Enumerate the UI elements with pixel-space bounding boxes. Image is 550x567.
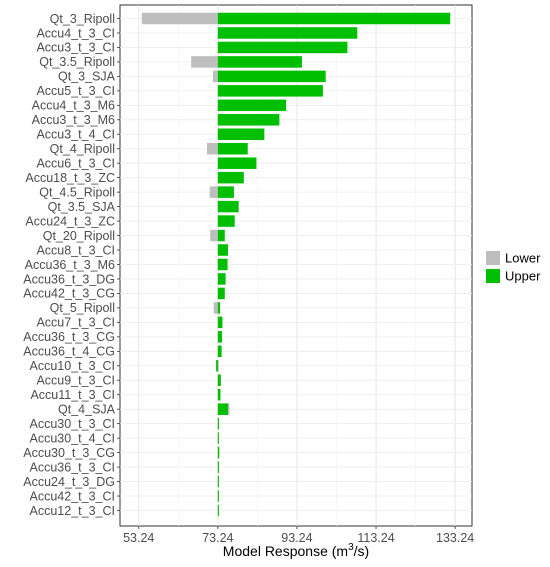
- bar-layer: [141, 12, 451, 517]
- y-tick-label: Accu30_t_3_CI: [30, 417, 115, 431]
- bar-upper: [217, 388, 221, 401]
- bar-upper: [217, 345, 222, 358]
- bar-lower: [213, 302, 218, 314]
- y-tick-label: Qt_3_SJA: [58, 70, 116, 84]
- y-tick-label: Qt_3.5_Ripoll: [39, 55, 115, 69]
- x-axis-title-end: /s): [354, 543, 370, 559]
- bar-upper: [217, 258, 228, 271]
- bar-upper: [217, 41, 348, 54]
- y-tick-labels: Qt_3_RipollAccu4_t_3_CIAccu3_t_3_CIQt_3.…: [23, 12, 120, 518]
- y-tick-label: Accu10_t_3_CI: [30, 359, 115, 373]
- bar-upper: [217, 461, 219, 473]
- bar-upper: [217, 244, 228, 256]
- legend-key-lower: [486, 251, 500, 265]
- y-tick-label: Accu36_t_3_CI: [30, 460, 115, 474]
- bar-lower: [191, 56, 218, 68]
- bar-upper: [217, 114, 280, 126]
- bar-upper: [217, 331, 223, 343]
- x-tick-label: 133.24: [436, 531, 474, 545]
- x-tick-label: 73.24: [202, 531, 233, 545]
- bar-upper: [217, 475, 219, 488]
- bar-upper: [217, 12, 451, 25]
- y-tick-label: Accu30_t_4_CI: [30, 431, 115, 445]
- y-tick-label: Accu5_t_3_CI: [36, 84, 115, 98]
- bar-upper: [217, 273, 226, 285]
- x-tick-label: 93.24: [281, 531, 312, 545]
- bar-upper: [217, 70, 326, 83]
- y-tick-label: Accu4_t_3_CI: [36, 26, 115, 40]
- y-tick-label: Accu3_t_3_CI: [36, 41, 115, 55]
- y-tick-label: Accu36_t_4_CG: [23, 345, 115, 359]
- bar-lower: [207, 142, 218, 155]
- x-axis-title: Model Response (m3/s): [223, 542, 369, 559]
- y-tick-label: Accu6_t_3_CI: [36, 157, 115, 171]
- y-tick-label: Qt_4_SJA: [58, 402, 116, 416]
- y-tick-label: Accu7_t_3_CI: [36, 316, 115, 330]
- y-tick-label: Accu24_t_3_DG: [23, 475, 115, 489]
- y-tick-label: Accu11_t_3_CI: [30, 388, 115, 402]
- bar-upper: [217, 128, 265, 141]
- bar-upper: [217, 287, 225, 300]
- bar-upper: [217, 403, 228, 415]
- bar-upper: [217, 432, 219, 444]
- y-tick-label: Accu18_t_3_ZC: [25, 171, 115, 185]
- bar-lower: [212, 70, 218, 83]
- bar-upper: [217, 374, 221, 386]
- bar-upper: [217, 56, 302, 68]
- bar-lower: [141, 12, 218, 25]
- y-tick-label: Qt_5_Ripoll: [50, 301, 115, 315]
- y-tick-label: Accu12_t_3_CI: [30, 504, 115, 518]
- bar-upper: [217, 490, 219, 502]
- bar-upper: [217, 200, 239, 213]
- bar-upper: [217, 157, 257, 169]
- x-tick-labels: 53.24 73.24 93.24 113.24 133.24: [123, 526, 474, 545]
- y-tick-label: Qt_20_Ripoll: [43, 229, 115, 243]
- plot-panel: [119, 4, 473, 527]
- y-tick-label: Accu36_t_3_M6: [25, 258, 115, 272]
- bar-upper: [217, 171, 244, 184]
- x-tick-label: 53.24: [123, 531, 154, 545]
- y-tick-label: Accu36_t_3_CG: [23, 330, 115, 344]
- y-tick-label: Accu3_t_3_M6: [32, 113, 115, 127]
- y-tick-label: Qt_3_Ripoll: [50, 12, 115, 26]
- y-tick-label: Accu42_t_3_CI: [30, 489, 115, 503]
- y-tick-label: Accu30_t_3_CG: [23, 446, 115, 460]
- legend-key-upper: [486, 269, 500, 283]
- y-tick-label: Accu36_t_3_DG: [23, 272, 115, 286]
- y-tick-label: Accu4_t_3_M6: [32, 99, 115, 113]
- y-tick-label: Accu3_t_4_CI: [36, 128, 115, 142]
- bar-upper: [217, 142, 248, 155]
- bar-lower: [217, 360, 219, 372]
- x-axis-title-superscript: 3: [348, 542, 354, 553]
- bar-lower: [209, 186, 218, 198]
- x-tick-label: 113.24: [357, 531, 394, 545]
- y-tick-label: Qt_3.5_SJA: [48, 200, 116, 214]
- y-tick-label: Accu9_t_3_CI: [36, 374, 115, 388]
- y-tick-label: Accu8_t_3_CI: [36, 243, 115, 257]
- bar-upper: [217, 186, 234, 198]
- legend-label-lower: Lower: [505, 251, 541, 266]
- bar-upper: [217, 446, 220, 459]
- y-tick-label: Qt_4.5_Ripoll: [39, 185, 115, 199]
- bar-upper: [217, 316, 223, 329]
- bar-upper: [217, 504, 219, 517]
- y-tick-label: Qt_4_Ripoll: [50, 142, 115, 156]
- x-axis-title-main: Model Response (m: [223, 543, 348, 559]
- legend: Lower Upper: [486, 251, 541, 284]
- bar-upper: [217, 229, 225, 242]
- y-tick-label: Accu24_t_3_ZC: [25, 214, 115, 228]
- y-tick-label: Accu42_t_3_CG: [23, 287, 115, 301]
- bar-upper: [217, 27, 358, 39]
- bar-upper: [216, 360, 218, 372]
- bar-upper: [217, 215, 235, 227]
- bar-upper: [217, 417, 219, 430]
- bar-lower: [210, 229, 218, 242]
- legend-label-upper: Upper: [505, 269, 541, 284]
- bar-upper: [217, 302, 221, 314]
- bar-upper: [217, 99, 287, 112]
- bar-upper: [217, 85, 323, 97]
